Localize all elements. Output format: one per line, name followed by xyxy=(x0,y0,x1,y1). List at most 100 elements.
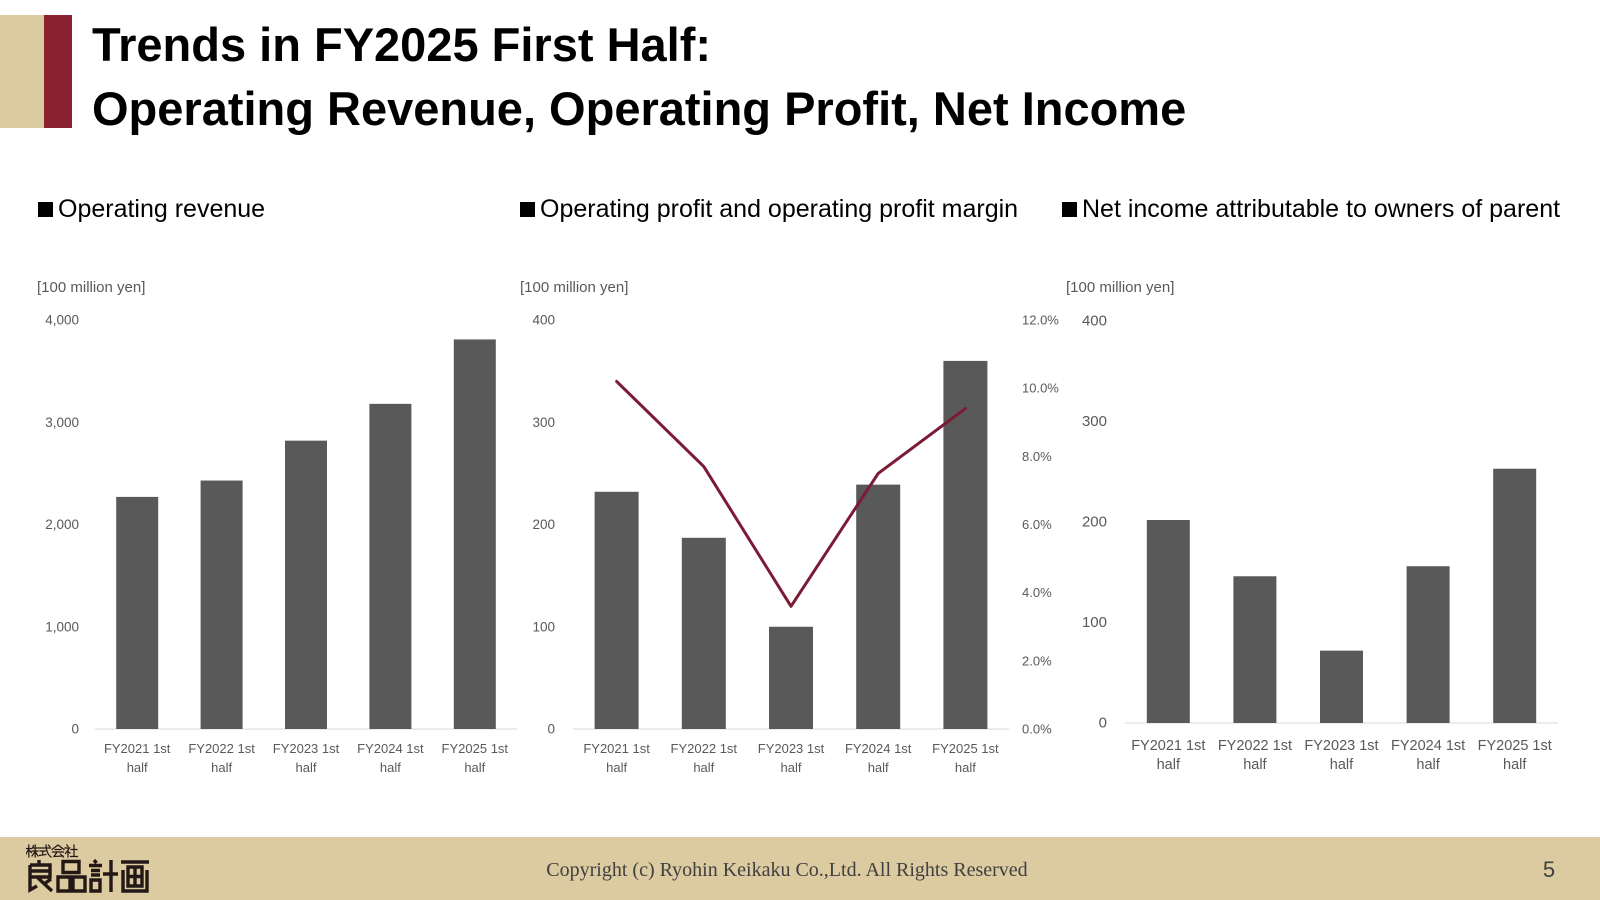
x-tick-label: FY2023 1st half xyxy=(1304,738,1378,773)
x-tick-label-line: half xyxy=(1503,757,1527,773)
bar-fy2022-1st-half xyxy=(681,537,726,729)
y-tick-label: 1,000 xyxy=(45,619,79,634)
bullet-square-icon xyxy=(520,201,535,217)
bar-fy2022-1st-half xyxy=(200,480,243,729)
y2-tick-label: 12.0% xyxy=(1022,313,1059,328)
bar-fy2022-1st-half xyxy=(1233,576,1277,723)
logo-main-lettering xyxy=(28,858,149,893)
x-tick-label-line: half xyxy=(1330,757,1354,773)
y-tick-label: 200 xyxy=(532,517,555,532)
bar-fy2025-1st-half xyxy=(453,339,496,729)
y2-tick-label: 2.0% xyxy=(1022,653,1052,668)
logo-glyph xyxy=(51,844,65,858)
section-heading-text: Operating revenue xyxy=(58,195,266,223)
x-tick-label-line: half xyxy=(693,760,714,775)
x-tick-label-line: half xyxy=(1416,757,1440,773)
title-accent-bar xyxy=(44,15,72,128)
bar-fy2025-1st-half xyxy=(1493,468,1537,723)
x-tick-label-line: half xyxy=(606,760,627,775)
y-tick-label: 100 xyxy=(1082,614,1107,631)
slide-title-line-2: Operating Revenue, Operating Profit, Net… xyxy=(92,82,1187,135)
x-tick-label: FY2022 1st half xyxy=(1218,738,1292,773)
y-tick-label: 400 xyxy=(532,313,555,328)
logo-glyph xyxy=(89,858,118,893)
x-tick-label-line: half xyxy=(380,760,401,775)
y-tick-label: 2,000 xyxy=(45,517,79,532)
y2-tick-label: 6.0% xyxy=(1022,517,1052,532)
x-tick-label: FY2025 1st half xyxy=(442,741,509,775)
bar-fy2021-1st-half xyxy=(116,496,159,729)
x-tick-label-line: FY2021 1st xyxy=(1131,738,1205,754)
bar-fy2025-1st-half xyxy=(943,360,988,729)
y-tick-label: 300 xyxy=(1082,413,1107,430)
unit-label-net-income: [100 million yen] xyxy=(1066,279,1175,296)
x-tick-label-line: FY2023 1st xyxy=(273,741,340,756)
x-tick-label-line: FY2025 1st xyxy=(1478,738,1552,754)
operating-profit-margin-line xyxy=(615,379,967,608)
x-tick-label-line: half xyxy=(296,760,317,775)
x-tick-label-line: FY2025 1st xyxy=(932,741,999,756)
title-decor-beige-block xyxy=(0,15,44,128)
y-tick-label: 300 xyxy=(532,415,555,430)
x-tick-label-line: half xyxy=(955,760,976,775)
bullet-square-icon xyxy=(38,201,53,217)
logo-glyph xyxy=(56,859,87,893)
x-tick-label: FY2024 1st half xyxy=(1391,738,1465,773)
bar-fy2023-1st-half xyxy=(769,626,813,729)
slide-title-line-1: Trends in FY2025 First Half: xyxy=(92,18,712,71)
unit-label-operating-profit: [100 million yen] xyxy=(520,279,629,296)
x-tick-label: FY2023 1st half xyxy=(273,741,340,775)
logo-glyph xyxy=(121,860,149,893)
y-tick-label: 4,000 xyxy=(45,313,79,328)
logo-glyph xyxy=(28,860,54,893)
x-tick-label-line: half xyxy=(1243,757,1267,773)
x-tick-label-line: FY2022 1st xyxy=(1218,738,1292,754)
x-tick-label: FY2023 1st half xyxy=(758,741,825,775)
section-heading-operating-profit: Operating profit and operating profit ma… xyxy=(520,194,1018,224)
x-tick-label: FY2024 1st half xyxy=(845,741,912,775)
x-tick-label: FY2025 1st half xyxy=(932,741,999,775)
x-tick-label-line: half xyxy=(868,760,889,775)
company-logo xyxy=(26,844,149,893)
logo-glyph xyxy=(38,844,52,858)
bar-fy2023-1st-half xyxy=(1320,650,1363,723)
x-tick-label-line: FY2023 1st xyxy=(1304,738,1378,754)
y-tick-label: 0 xyxy=(71,722,79,737)
x-tick-label: FY2021 1st half xyxy=(1131,738,1205,773)
x-tick-label-line: FY2025 1st xyxy=(442,741,509,756)
x-tick-label-line: FY2024 1st xyxy=(1391,738,1465,754)
bar-fy2024-1st-half xyxy=(1406,566,1450,723)
y-tick-label: 0 xyxy=(547,722,555,737)
unit-label-operating-revenue: [100 million yen] xyxy=(37,279,146,296)
bar-fy2021-1st-half xyxy=(594,491,639,729)
x-tick-label-line: FY2021 1st xyxy=(104,741,171,756)
y2-tick-label: 4.0% xyxy=(1022,585,1052,600)
copyright-text: Copyright (c) Ryohin Keikaku Co.,Ltd. Al… xyxy=(546,859,1028,881)
bar-fy2024-1st-half xyxy=(369,403,412,729)
y2-tick-label: 0.0% xyxy=(1022,722,1052,737)
section-heading-net-income: Net income attributable to owners of par… xyxy=(1062,194,1560,224)
y-tick-label: 200 xyxy=(1082,514,1107,531)
x-tick-label-line: half xyxy=(211,760,232,775)
bar-fy2024-1st-half xyxy=(856,484,901,729)
x-tick-label: FY2022 1st half xyxy=(671,741,738,775)
footer-band: Copyright (c) Ryohin Keikaku Co.,Ltd. Al… xyxy=(0,837,1600,900)
x-tick-label: FY2022 1st half xyxy=(188,741,255,775)
slide-title: Trends in FY2025 First Half: Operating R… xyxy=(92,13,1186,141)
bar-fy2023-1st-half xyxy=(285,440,327,729)
x-tick-label-line: half xyxy=(1157,757,1181,773)
x-tick-label-line: FY2023 1st xyxy=(758,741,825,756)
y-tick-label: 3,000 xyxy=(45,415,79,430)
logo-small-lettering xyxy=(26,844,79,858)
x-tick-label-line: half xyxy=(127,760,148,775)
page-number: 5 xyxy=(1542,857,1556,882)
operating-profit-chart: 0 100 200 300 400 FY2021 1st half FY2022 1st hal… xyxy=(532,313,1059,775)
y-tick-label: 100 xyxy=(532,619,555,634)
x-tick-label: FY2021 1st half xyxy=(583,741,650,775)
logo-glyph xyxy=(64,844,79,858)
x-tick-label-line: half xyxy=(464,760,485,775)
y2-tick-label: 10.0% xyxy=(1022,381,1059,396)
section-heading-operating-revenue: Operating revenue xyxy=(38,194,265,224)
net-income-chart: 0 100 200 300 400 FY2021 1st half FY2022 1st hal… xyxy=(1082,313,1558,773)
